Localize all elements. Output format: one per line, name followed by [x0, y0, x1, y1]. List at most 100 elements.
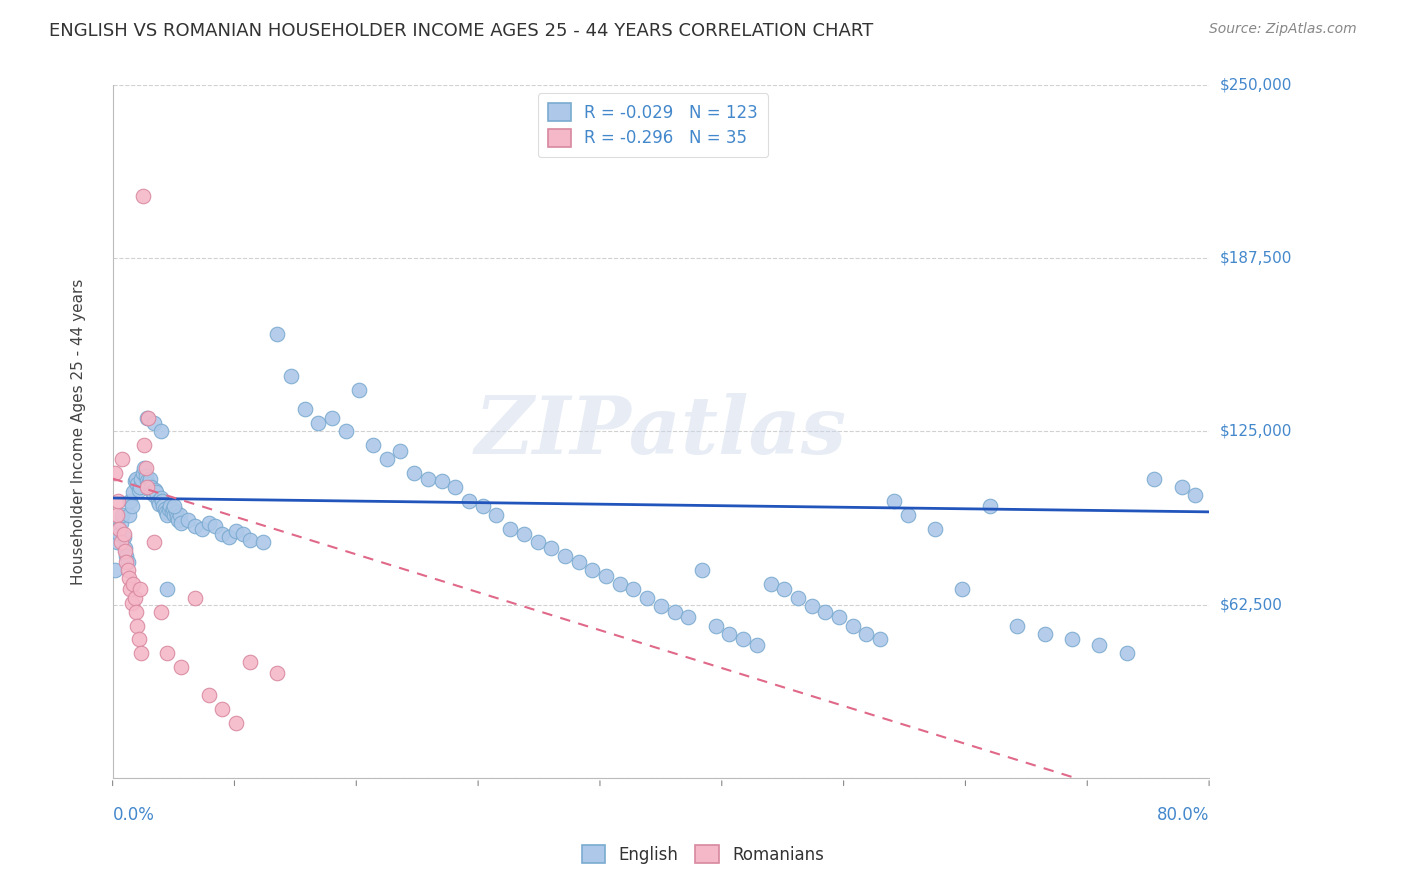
Point [280, 369, 302, 384]
Point [121, 500, 143, 514]
Point [733, 632, 755, 647]
Point [581, 563, 603, 577]
Point [122, 577, 145, 591]
Point [499, 521, 522, 535]
Point [110, 516, 132, 530]
Point [321, 410, 343, 425]
Point [225, 715, 247, 730]
Point [1088, 638, 1111, 652]
Point [107, 493, 129, 508]
Point [118, 571, 141, 585]
Point [361, 438, 384, 452]
Point [167, 513, 190, 527]
Point [800, 599, 823, 614]
Point [156, 582, 179, 597]
Point [177, 513, 200, 527]
Legend: R = -0.029   N = 123, R = -0.296   N = 35: R = -0.029 N = 123, R = -0.296 N = 35 [537, 94, 768, 157]
Point [225, 524, 247, 539]
Point [115, 549, 138, 564]
Point [678, 610, 700, 624]
Text: $125,000: $125,000 [1220, 424, 1292, 439]
Point [149, 425, 172, 439]
Point [110, 535, 132, 549]
Point [855, 627, 877, 641]
Point [1143, 472, 1166, 486]
Point [114, 541, 136, 555]
Point [568, 555, 591, 569]
Point [145, 485, 167, 500]
Point [155, 505, 177, 519]
Point [842, 618, 865, 632]
Point [636, 591, 658, 605]
Point [169, 508, 191, 522]
Point [896, 508, 918, 522]
Text: ZIPatlas: ZIPatlas [475, 392, 846, 470]
Point [150, 493, 173, 508]
Point [814, 605, 837, 619]
Point [163, 500, 186, 514]
Point [112, 527, 135, 541]
Point [136, 410, 159, 425]
Point [162, 502, 184, 516]
Point [1184, 488, 1206, 502]
Point [160, 505, 183, 519]
Point [745, 638, 768, 652]
Point [166, 510, 188, 524]
Point [389, 443, 412, 458]
Point [135, 475, 157, 489]
Point [117, 563, 139, 577]
Point [135, 410, 157, 425]
Point [149, 491, 172, 505]
Text: $250,000: $250,000 [1220, 78, 1292, 93]
Point [159, 500, 181, 514]
Point [787, 591, 810, 605]
Point [124, 591, 146, 605]
Point [120, 582, 142, 597]
Point [239, 655, 262, 669]
Point [105, 535, 128, 549]
Point [149, 605, 172, 619]
Point [540, 541, 562, 555]
Point [979, 500, 1001, 514]
Point [239, 533, 262, 547]
Point [127, 477, 149, 491]
Text: 80.0%: 80.0% [1157, 805, 1209, 823]
Point [471, 500, 494, 514]
Point [170, 516, 193, 530]
Point [430, 475, 453, 489]
Point [266, 665, 288, 680]
Point [124, 475, 146, 489]
Point [112, 530, 135, 544]
Point [115, 555, 138, 569]
Point [869, 632, 891, 647]
Point [127, 618, 149, 632]
Point [1170, 480, 1192, 494]
Point [135, 460, 157, 475]
Point [135, 468, 157, 483]
Point [623, 582, 645, 597]
Point [156, 646, 179, 660]
Point [664, 605, 686, 619]
Point [416, 472, 439, 486]
Point [138, 472, 160, 486]
Point [375, 452, 398, 467]
Point [108, 521, 131, 535]
Point [485, 508, 508, 522]
Point [132, 466, 155, 480]
Text: 0.0%: 0.0% [112, 805, 155, 823]
Point [132, 189, 155, 203]
Point [122, 485, 145, 500]
Point [141, 485, 163, 500]
Point [121, 596, 143, 610]
Point [218, 530, 240, 544]
Point [142, 488, 165, 502]
Point [107, 521, 129, 535]
Point [129, 480, 152, 494]
Point [156, 508, 179, 522]
Point [1033, 627, 1056, 641]
Point [104, 563, 127, 577]
Point [266, 327, 288, 342]
Point [105, 508, 128, 522]
Point [142, 535, 165, 549]
Point [135, 480, 157, 494]
